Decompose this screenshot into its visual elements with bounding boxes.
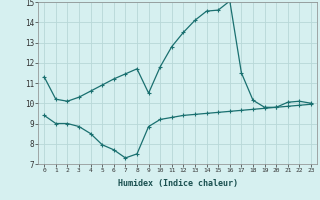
X-axis label: Humidex (Indice chaleur): Humidex (Indice chaleur) [118,179,238,188]
